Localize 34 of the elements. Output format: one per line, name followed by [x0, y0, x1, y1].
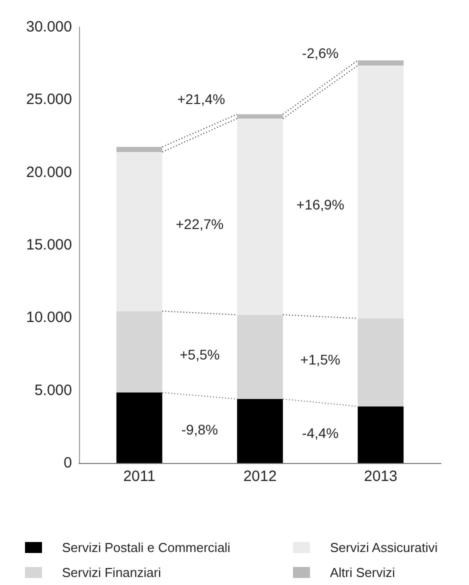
annotation: +16,9%	[296, 196, 344, 212]
x-tick-label: 2013	[364, 468, 398, 485]
bar	[237, 114, 283, 119]
annotation: +22,7%	[176, 216, 224, 232]
y-tick-label: 15.000	[26, 236, 72, 254]
legend-label: Servizi Finanziari	[62, 565, 162, 580]
annotation: -2,6%	[302, 45, 339, 62]
y-tick-label: 0	[64, 454, 72, 472]
annotation: +1,5%	[300, 352, 340, 368]
bar	[358, 318, 404, 406]
annotation: -4,4%	[302, 424, 339, 441]
bar	[116, 152, 162, 312]
bar	[358, 406, 404, 463]
bar	[358, 60, 404, 66]
legend-label: Altri Servizi	[330, 565, 396, 580]
bar	[237, 118, 283, 315]
bar	[116, 146, 162, 152]
x-tick-label: 2012	[243, 468, 277, 485]
y-tick-label: 20.000	[26, 164, 72, 181]
bar	[237, 314, 283, 400]
legend-label: Servizi Postali e Commerciali	[62, 540, 230, 555]
x-tick-label: 2011	[123, 468, 156, 485]
bar	[116, 311, 162, 393]
y-tick-label: 25.000	[26, 91, 72, 108]
annotation: -9,8%	[181, 421, 218, 438]
y-tick-label: 10.000	[26, 309, 72, 326]
y-tick-label: 30.000	[26, 18, 72, 36]
annotation: +21,4%	[177, 91, 226, 108]
y-tick-label: 5.000	[34, 382, 72, 399]
bar	[358, 66, 404, 318]
annotation: +5,5%	[180, 346, 220, 362]
bar	[116, 392, 162, 463]
bar	[237, 399, 283, 463]
legend-label: Servizi Assicurativi	[330, 540, 438, 555]
